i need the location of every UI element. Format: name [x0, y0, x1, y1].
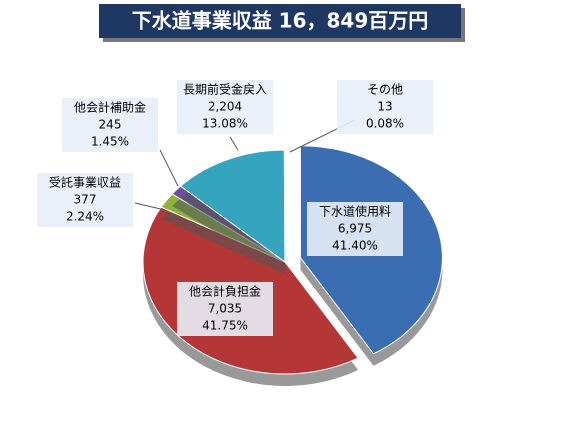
- percent-label: 41.75%: [202, 319, 248, 333]
- percent-label: 41.40%: [332, 239, 378, 253]
- label-box: [177, 282, 273, 336]
- category-label: その他: [367, 83, 403, 97]
- label-box: [307, 202, 403, 256]
- value-label: 13: [377, 100, 392, 114]
- slice-depth: [161, 205, 285, 274]
- category-label: 受託事業収益: [49, 175, 121, 190]
- chart-title: 下水道事業収益 16，849百万円: [132, 9, 429, 33]
- leader-line: [134, 202, 166, 211]
- category-label: 長期前受金戻入: [183, 82, 267, 97]
- category-label: 他会計補助金: [74, 100, 146, 115]
- value-label: 245: [99, 118, 122, 132]
- percent-label: 1.45%: [91, 135, 129, 149]
- slice: [283, 149, 286, 263]
- title-box: [99, 4, 461, 38]
- label-box: [62, 98, 158, 152]
- leader-line: [229, 136, 239, 151]
- category-label: 下水道使用料: [319, 204, 391, 219]
- value-label: 2,204: [208, 100, 242, 114]
- label-box: [337, 80, 433, 134]
- percent-label: 2.24%: [66, 210, 104, 224]
- value-label: 7,035: [208, 302, 242, 316]
- percent-label: 0.08%: [366, 117, 404, 131]
- slice: [179, 149, 286, 263]
- label-box: [177, 80, 273, 134]
- slice-depth: [172, 198, 285, 274]
- leader-line: [159, 149, 179, 187]
- value-label: 6,975: [338, 222, 372, 236]
- category-label: 他会計負担金: [189, 284, 261, 299]
- label-box: [37, 173, 133, 227]
- value-label: 377: [74, 193, 97, 207]
- percent-label: 13.08%: [202, 117, 248, 131]
